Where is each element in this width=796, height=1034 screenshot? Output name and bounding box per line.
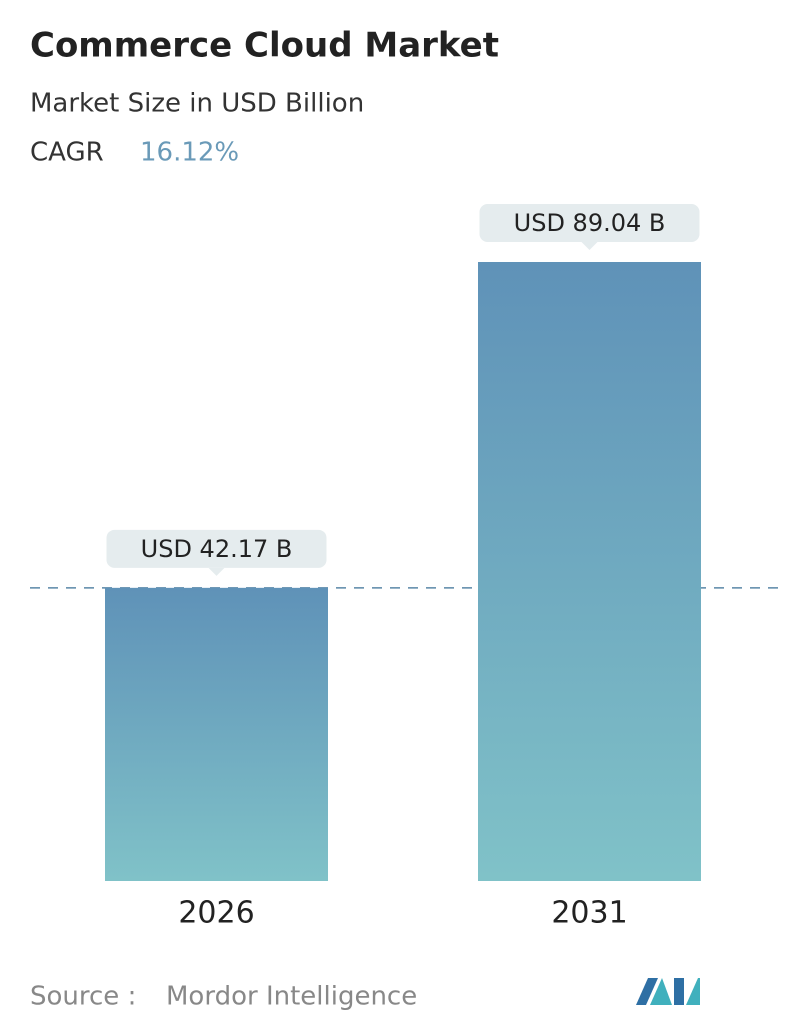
bar — [105, 587, 328, 881]
bar — [478, 262, 701, 881]
source: Mordor Intelligence — [166, 982, 417, 1012]
source-label: Source : — [30, 982, 136, 1012]
cagr-value: 16.12% — [140, 138, 239, 168]
logo — [636, 978, 700, 1005]
chart-title: Commerce Cloud Market — [30, 26, 499, 66]
value-label-pointer — [208, 567, 225, 576]
x-tick-label: 2031 — [551, 896, 627, 931]
x-tick-label: 2026 — [178, 896, 254, 931]
value-label: USD 89.04 B — [514, 209, 666, 237]
cagr-label: CAGR — [30, 138, 104, 168]
chart-subtitle: Market Size in USD Billion — [30, 89, 364, 119]
value-label-box — [479, 204, 700, 242]
value-label: USD 42.17 B — [141, 535, 293, 563]
value-label-pointer — [581, 242, 598, 250]
value-label-box — [106, 529, 327, 568]
